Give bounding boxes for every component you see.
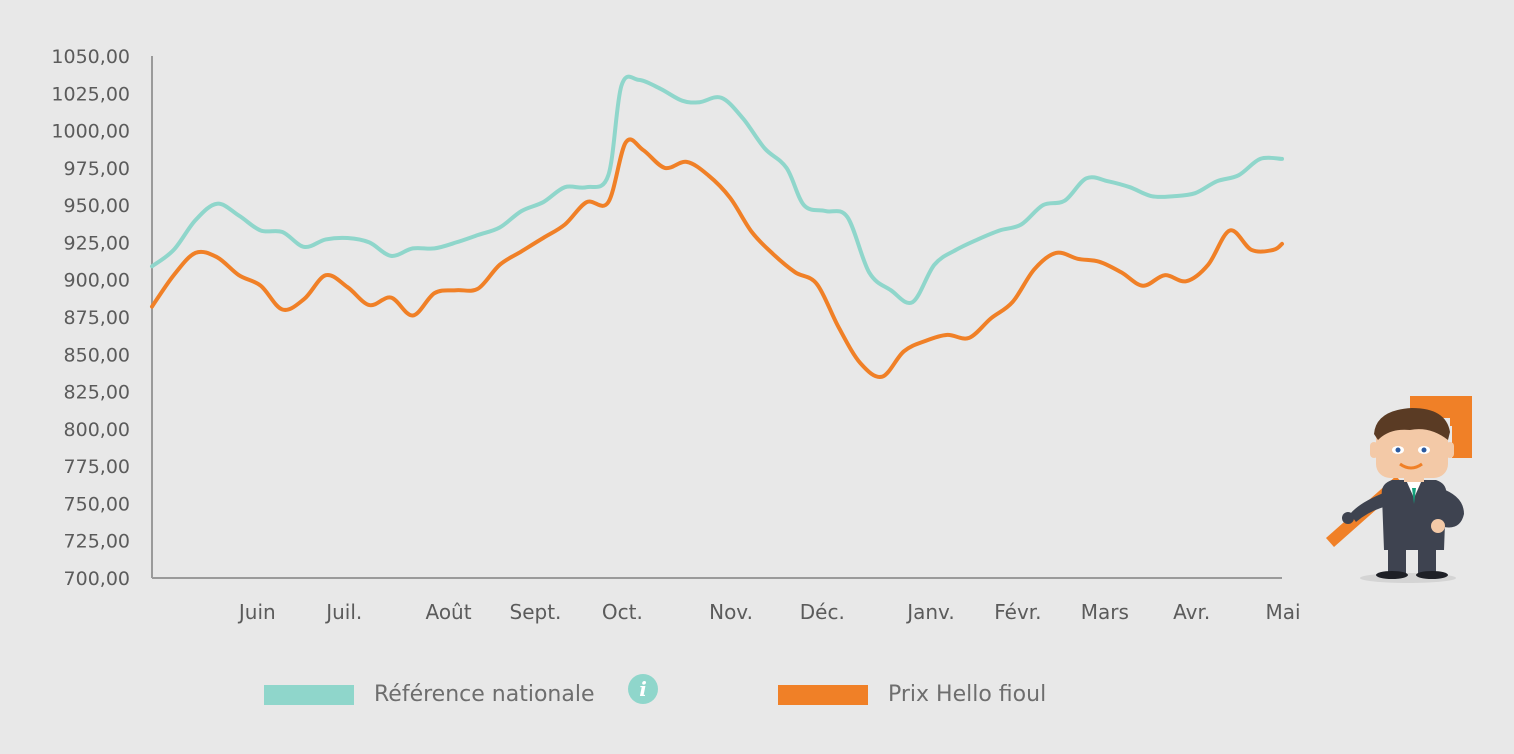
legend-item-hello-fioul: Prix Hello fioul [778, 682, 1046, 707]
x-tick-label: Févr. [994, 600, 1041, 624]
x-tick-label: Mars [1081, 600, 1129, 624]
x-tick-label: Déc. [800, 600, 845, 624]
legend-label-reference: Référence nationale [374, 682, 595, 707]
y-tick-label: 750,00 [64, 493, 130, 515]
x-tick-label: Nov. [709, 600, 753, 624]
y-tick-label: 800,00 [64, 419, 130, 441]
businessman-mascot-icon [1326, 396, 1472, 583]
legend: Référence nationale Prix Hello fioul [0, 682, 1514, 722]
y-tick-label: 1025,00 [51, 83, 130, 105]
y-tick-label: 975,00 [64, 158, 130, 180]
y-tick-label: 925,00 [64, 232, 130, 254]
y-tick-label: 875,00 [64, 307, 130, 329]
price-chart: 1050,00 1025,00 1000,00 975,00 950,00 925,00 9… [51, 46, 1300, 624]
x-tick-label: Sept. [510, 600, 562, 624]
x-tick-label: Juil. [324, 600, 362, 624]
y-tick-label: 900,00 [64, 270, 130, 292]
y-tick-label: 1050,00 [51, 46, 130, 68]
x-tick-label: Juin [237, 600, 276, 624]
x-tick-label: Janv. [905, 600, 954, 624]
series-line-prix-hello-fioul [150, 137, 1284, 379]
legend-swatch-hello-fioul [778, 684, 868, 705]
x-tick-label: Août [425, 600, 471, 624]
y-tick-label: 725,00 [64, 531, 130, 553]
y-tick-label: 850,00 [64, 344, 130, 366]
info-icon[interactable]: i [628, 674, 658, 704]
y-tick-label: 950,00 [64, 195, 130, 217]
legend-label-hello-fioul: Prix Hello fioul [888, 682, 1047, 707]
legend-swatch-reference [264, 684, 354, 705]
y-tick-label: 1000,00 [51, 121, 130, 143]
x-tick-label: Oct. [602, 600, 643, 624]
series-line-reference-nationale [150, 74, 1284, 305]
x-tick-label: Avr. [1173, 600, 1210, 624]
y-tick-label: 700,00 [64, 568, 130, 590]
legend-item-reference: Référence nationale [264, 682, 594, 707]
y-tick-label: 775,00 [64, 456, 130, 478]
x-tick-label: Mai [1265, 600, 1300, 624]
y-tick-label: 825,00 [64, 382, 130, 404]
